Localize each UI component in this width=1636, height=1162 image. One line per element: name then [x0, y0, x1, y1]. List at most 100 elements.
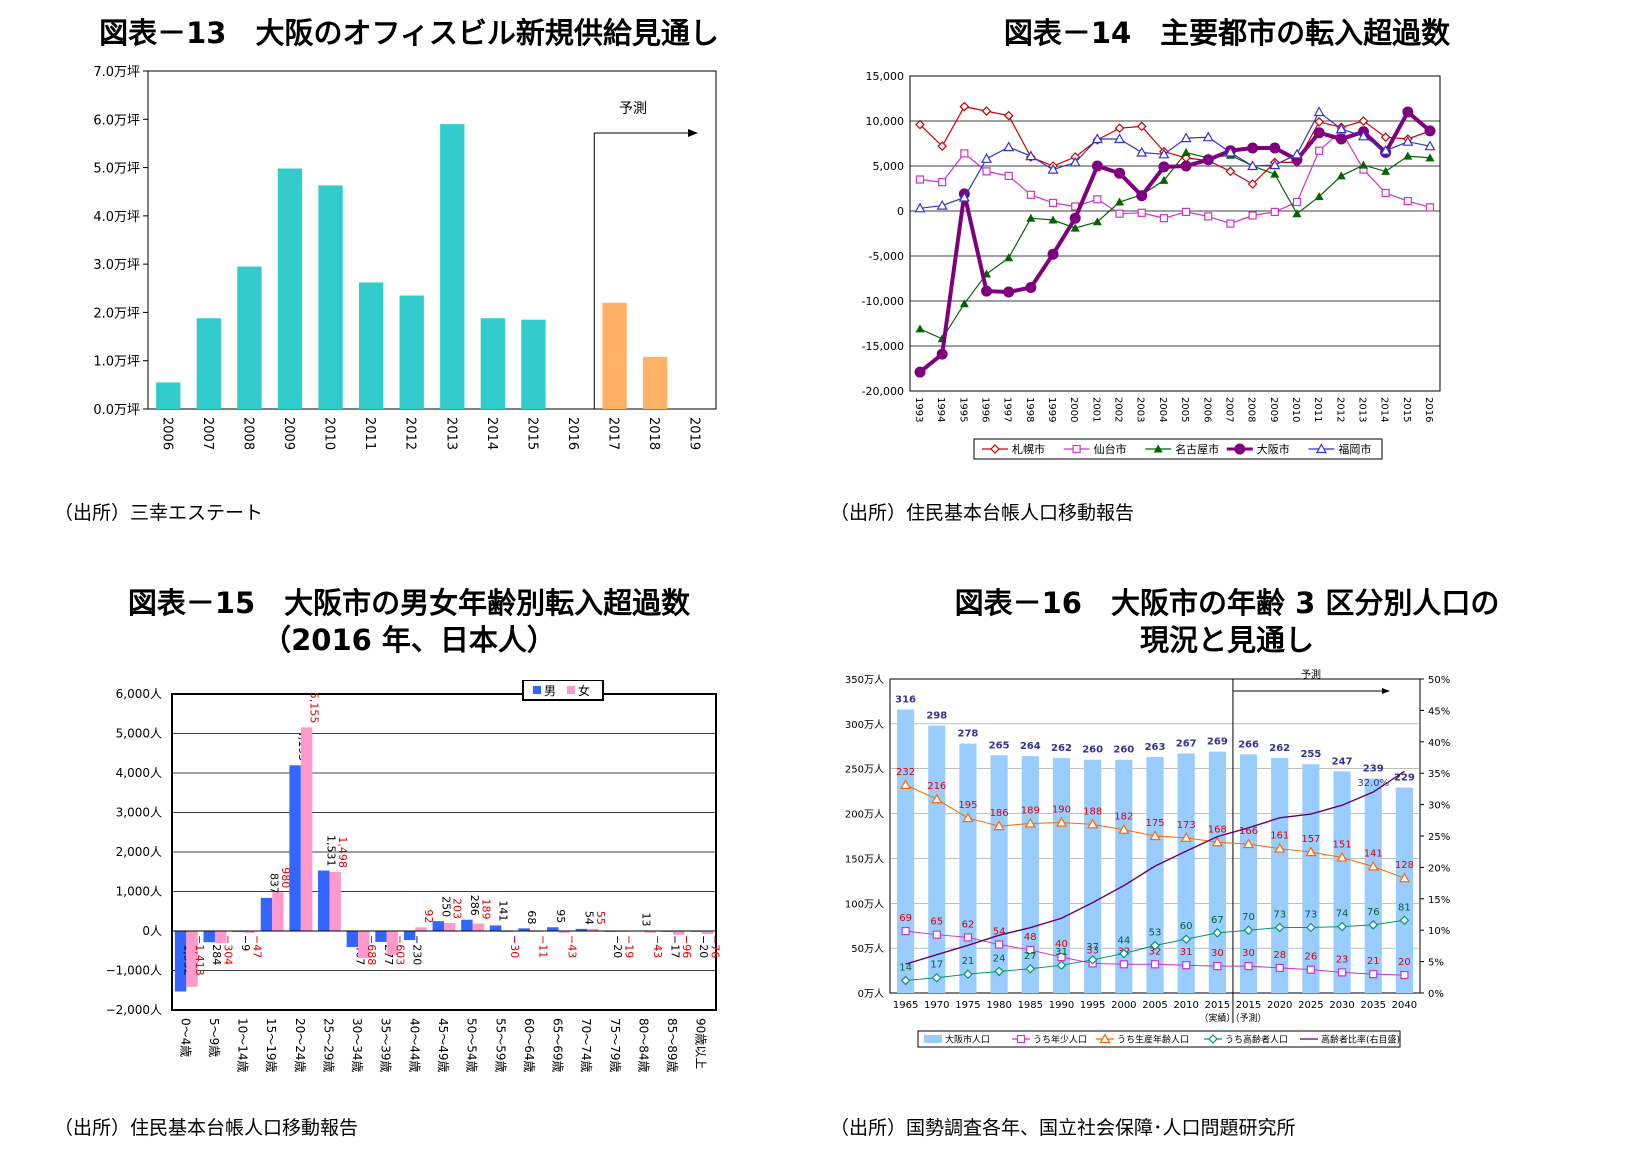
fig14-point	[1069, 212, 1081, 224]
fig15-data-label: 95	[554, 909, 567, 923]
fig13-ytick-label: 2.0万坪	[93, 306, 140, 321]
fig16-point	[1337, 921, 1347, 932]
fig14-point	[1026, 213, 1036, 222]
fig15-data-label: 55	[594, 911, 607, 925]
fig16-data-label: 54	[993, 927, 1006, 938]
fig16-data-label: 30	[1211, 948, 1224, 959]
fig14-xtick-label: 2004	[1157, 397, 1168, 422]
fig14-xtick-label: 2008	[1246, 397, 1257, 422]
fig13-xtick-label: 2017	[606, 417, 621, 450]
fig14-xtick-label: 2016	[1423, 397, 1434, 422]
fig16-bar-label: 267	[1176, 738, 1197, 749]
fig16-data-label: 48	[1024, 932, 1037, 943]
fig16-data-label: 17	[930, 960, 943, 971]
fig14-point	[1114, 133, 1126, 144]
fig16-bar-label: 239	[1363, 764, 1384, 775]
fig16-bar-label: 265	[989, 740, 1010, 751]
fig14-point	[1092, 217, 1102, 226]
fig13-xtick-label: 2008	[240, 417, 255, 450]
fig16-point	[1398, 872, 1410, 883]
fig15-bar	[403, 931, 416, 941]
fig14-point	[981, 285, 993, 297]
fig13-bar	[480, 318, 506, 409]
fig13-xtick-label: 2013	[443, 417, 458, 450]
fig15-source: （出所）住民基本台帳人口移動報告	[54, 1117, 359, 1139]
fig14-point	[1424, 140, 1436, 151]
fig15-bar	[386, 931, 399, 955]
fig15-data-label: 141	[497, 900, 510, 921]
fig16-ytick-left-label: 250万人	[845, 764, 884, 776]
fig14-xtick-label: 1997	[1002, 397, 1013, 422]
fig14-point	[982, 167, 991, 176]
fig16-legend-label: 大阪市人口	[945, 1034, 990, 1046]
fig14-point	[914, 366, 926, 378]
fig13-source: （出所）三幸エステート	[54, 502, 264, 524]
fig15-xtick-label: 25～29歳	[321, 1018, 335, 1073]
fig16-point	[900, 779, 912, 789]
fig15-data-label: 13	[640, 912, 653, 926]
fig16-point	[1211, 836, 1223, 847]
fig15-bar	[558, 931, 570, 933]
fig15-xtick-label: 60～64歳	[522, 1018, 536, 1073]
fig16-bar	[1115, 759, 1133, 993]
fig14-legend-label: 札幌市	[1012, 442, 1045, 456]
fig14-xtick-label: 2014	[1379, 397, 1390, 422]
fig16-ytick-left-label: 200万人	[845, 809, 884, 821]
fig16-bar	[1052, 757, 1071, 993]
fig13-ytick-label: 1.0万坪	[93, 355, 140, 370]
fig16-bar	[1239, 754, 1258, 993]
fig15-bar	[444, 922, 456, 931]
fig14-point	[1091, 160, 1103, 172]
fig16-point	[1026, 945, 1035, 955]
fig16-point	[1149, 830, 1161, 841]
fig15-bar	[300, 727, 313, 931]
fig16-bar-label: 263	[1145, 742, 1166, 753]
fig16-point	[1275, 963, 1284, 972]
fig14-point	[1358, 116, 1369, 126]
fig16-data-label: 70	[1242, 912, 1255, 923]
fig15-ytick-label: 1,000人	[116, 885, 162, 899]
fig13-xtick-label: 2014	[484, 417, 499, 450]
fig14-point	[1269, 142, 1281, 154]
fig16-xtick-label: 2010	[1173, 1000, 1198, 1011]
fig14-point	[937, 141, 948, 152]
fig16-point	[1087, 818, 1099, 829]
fig16-data-label: 157	[1301, 834, 1320, 845]
fig14-point	[959, 101, 970, 112]
fig15-bar	[260, 897, 273, 931]
fig13-xtick-label: 2019	[687, 417, 702, 450]
fig14-point	[915, 119, 925, 130]
fig14-title: 図表－14 主要都市の転入超過数	[1003, 16, 1451, 50]
fig16-xtick-sublabel: （予測）	[1231, 1012, 1267, 1024]
fig16-data-label: 175	[1145, 818, 1164, 829]
fig14-plot-area	[909, 75, 1441, 392]
fig15-xtick-label: 70～74歳	[579, 1018, 593, 1073]
fig13-forecast-label: 予測	[619, 101, 647, 117]
fig14-xtick-label: 2015	[1401, 397, 1412, 422]
fig16-ytick-right-label: 35%	[1428, 769, 1450, 780]
fig14-point	[915, 324, 925, 333]
fig15-bar	[203, 931, 215, 943]
fig14-ytick-label: 10,000	[866, 115, 905, 128]
fig15-bar	[673, 931, 685, 935]
fig14-point	[1180, 160, 1192, 172]
fig14-point	[1159, 214, 1169, 223]
fig16-data-label: 24	[993, 953, 1006, 964]
fig14-point	[1070, 223, 1080, 232]
fig14-point	[1158, 161, 1170, 173]
fig16-bar	[1333, 771, 1351, 993]
fig16-forecast-label: 予測	[1301, 668, 1321, 681]
fig16-data-label: 21	[1367, 956, 1380, 967]
fig16-data-label: 27	[1024, 951, 1037, 962]
fig14-point	[1270, 207, 1279, 216]
fig15-data-label: 92	[422, 909, 435, 923]
fig14-point	[1380, 144, 1392, 155]
fig14-point	[1181, 207, 1191, 216]
fig16-xtick-label: 2025	[1298, 1000, 1323, 1011]
fig14-point	[1093, 195, 1102, 204]
fig16-bar-label: 316	[895, 695, 916, 706]
fig16-bar-label: 229	[1394, 773, 1415, 784]
fig13-bar	[358, 282, 384, 409]
fig16-bar-label: 278	[958, 729, 979, 740]
fig14-point	[1137, 208, 1146, 217]
